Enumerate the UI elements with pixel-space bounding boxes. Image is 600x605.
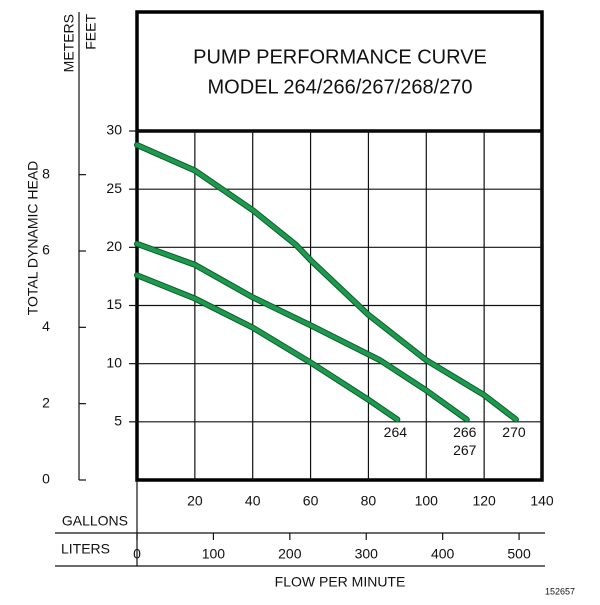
x-tick-label: 80 xyxy=(361,493,377,509)
x-tick-label: 140 xyxy=(530,493,554,509)
x2-tick-label: 200 xyxy=(278,546,302,562)
x-tick-label: 20 xyxy=(187,493,203,509)
x2-tick-label: 300 xyxy=(355,546,379,562)
x-axis-label: FLOW PER MINUTE xyxy=(275,574,406,590)
x2-tick-label: 0 xyxy=(133,546,141,562)
meters-label: METERS xyxy=(61,14,77,72)
y2-tick-label: 6 xyxy=(42,242,50,258)
x-tick-label: 40 xyxy=(245,493,261,509)
y-axis-label: TOTAL DYNAMIC HEAD xyxy=(25,161,41,316)
code-label: 152657 xyxy=(545,586,575,596)
x-tick-label: 60 xyxy=(303,493,319,509)
curve-label: 270 xyxy=(502,424,526,440)
y2-tick-label: 0 xyxy=(42,471,50,487)
curve-label: 264 xyxy=(384,424,408,440)
curve-label: 266 xyxy=(453,424,477,440)
y-tick-label: 30 xyxy=(106,122,122,138)
feet-label: FEET xyxy=(83,14,99,50)
y2-tick-label: 2 xyxy=(42,394,50,410)
y-tick-label: 10 xyxy=(106,354,122,370)
y-tick-label: 5 xyxy=(114,413,122,429)
curve xyxy=(135,241,469,422)
y-tick-label: 25 xyxy=(106,180,122,196)
gallons-label: GALLONS xyxy=(62,513,128,529)
chart-title: PUMP PERFORMANCE CURVE xyxy=(193,46,487,68)
x2-tick-label: 100 xyxy=(202,546,226,562)
curve-label: 267 xyxy=(453,442,477,458)
y-tick-label: 15 xyxy=(106,296,122,312)
x-tick-label: 100 xyxy=(415,493,439,509)
chart-subtitle: MODEL 264/266/267/268/270 xyxy=(207,76,472,98)
x-tick-label: 120 xyxy=(472,493,496,509)
liters-label: LITERS xyxy=(61,541,110,557)
x2-tick-label: 400 xyxy=(431,546,455,562)
y2-tick-label: 8 xyxy=(42,165,50,181)
x2-tick-label: 500 xyxy=(507,546,531,562)
y2-tick-label: 4 xyxy=(42,318,50,334)
curve xyxy=(135,273,400,422)
curve xyxy=(135,142,518,422)
curve-outline xyxy=(134,240,470,423)
y-tick-label: 20 xyxy=(106,238,122,254)
